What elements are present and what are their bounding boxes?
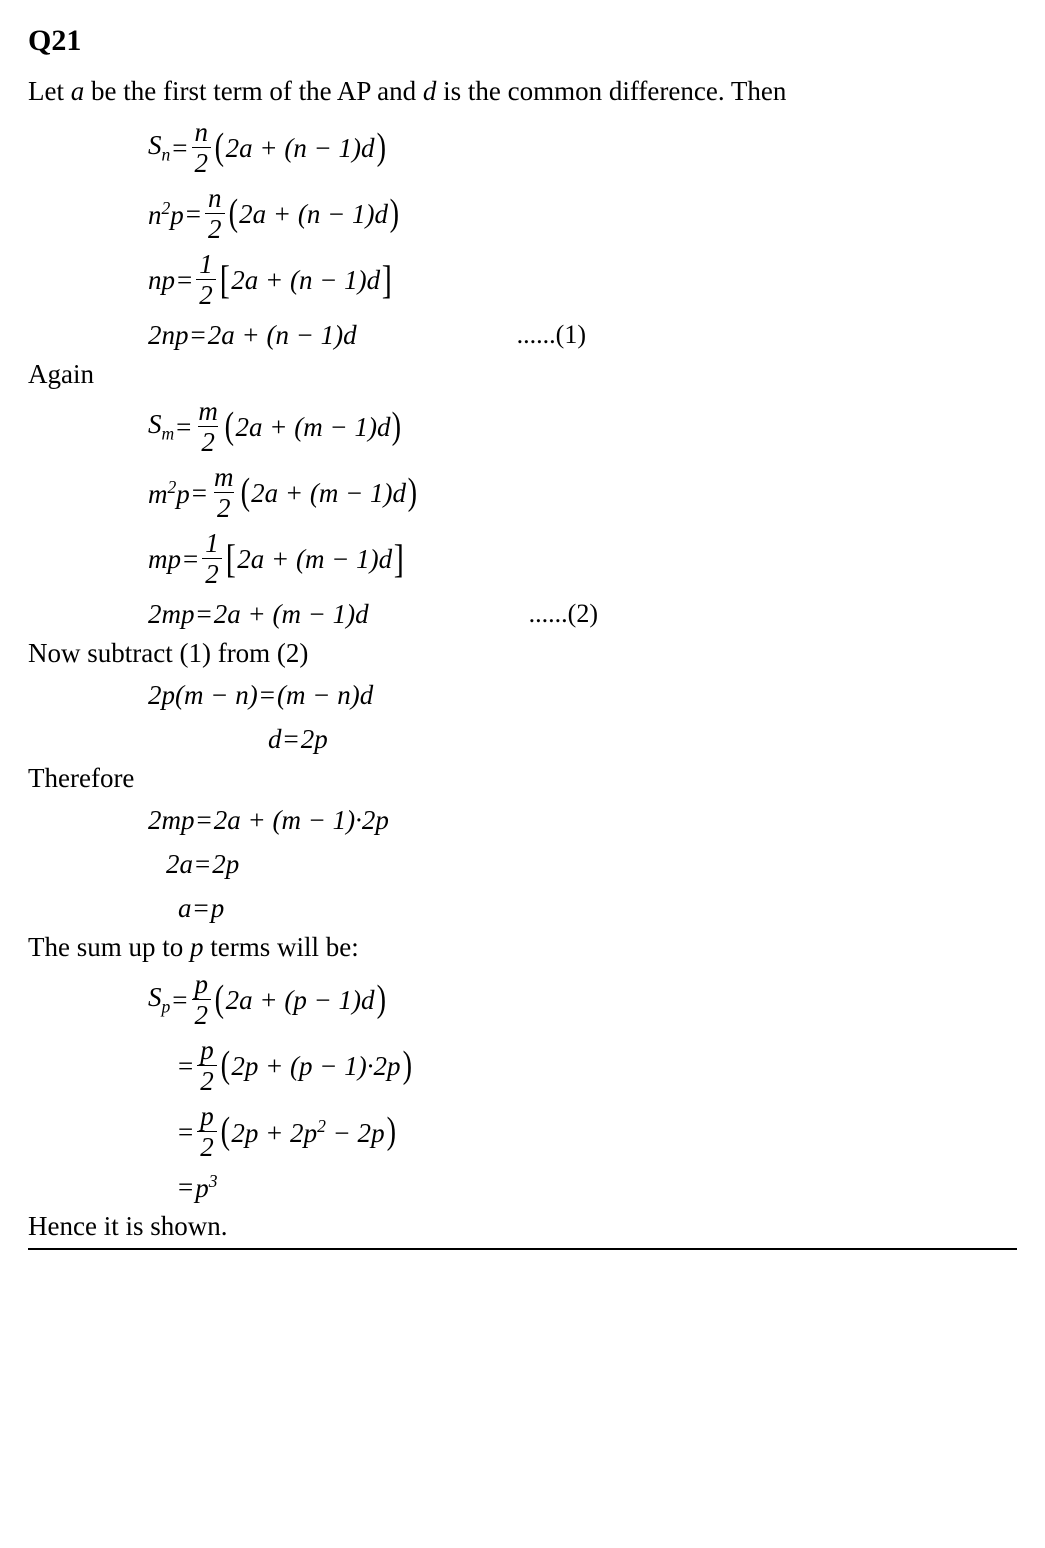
hence-text: Hence it is shown. — [28, 1211, 1017, 1242]
eq-sp3: = p2 (2p + 2p2 − 2p) — [148, 1101, 1017, 1163]
divider — [28, 1248, 1017, 1250]
therefore-text: Therefore — [28, 763, 1017, 794]
eq-ref-1: ......(1) — [517, 320, 586, 350]
eq-sp4: = p3 — [148, 1167, 1017, 1207]
equation-block-4: 2mp = 2a + (m − 1)·2p 2a = 2p a = p — [28, 800, 1017, 928]
equation-block-5: Sp = p2 (2a + (p − 1)d) = p2 (2p + (p − … — [28, 969, 1017, 1207]
eq-ap: a = p — [148, 888, 1017, 928]
eq-sp2: = p2 (2p + (p − 1)·2p) — [148, 1035, 1017, 1097]
eq-sub1: 2p(m − n) = (m − n)d — [148, 675, 1017, 715]
eq-2np: 2np = 2a + (n − 1)d ......(1) — [148, 315, 1017, 355]
eq-sn: Sn = n2 (2a + (n − 1)d) — [148, 117, 1017, 179]
intro-text: Let a be the first term of the AP and d … — [28, 72, 1017, 111]
equation-block-2: Sm = m2 (2a + (m − 1)d) m2p = m2 (2a + (… — [28, 396, 1017, 634]
equation-block-3: 2p(m − n) = (m − n)d d = 2p — [28, 675, 1017, 759]
eq-n2p: n2p = n2 (2a + (n − 1)d) — [148, 183, 1017, 245]
eq-sp: Sp = p2 (2a + (p − 1)d) — [148, 969, 1017, 1031]
subtract-text: Now subtract (1) from (2) — [28, 638, 1017, 669]
eq-tmp: 2mp = 2a + (m − 1)·2p — [148, 800, 1017, 840]
eq-sm: Sm = m2 (2a + (m − 1)d) — [148, 396, 1017, 458]
again-text: Again — [28, 359, 1017, 390]
eq-2a2p: 2a = 2p — [148, 844, 1017, 884]
eq-d2p: d = 2p — [148, 719, 1017, 759]
eq-mp: mp = 12 [2a + (m − 1)d] — [148, 528, 1017, 590]
sum-line: The sum up to p terms will be: — [28, 932, 1017, 963]
eq-ref-2: ......(2) — [529, 599, 598, 629]
eq-2mp: 2mp = 2a + (m − 1)d ......(2) — [148, 594, 1017, 634]
equation-block-1: Sn = n2 (2a + (n − 1)d) n2p = n2 (2a + (… — [28, 117, 1017, 355]
eq-m2p: m2p = m2 (2a + (m − 1)d) — [148, 462, 1017, 524]
question-label: Q21 — [28, 24, 1017, 58]
eq-np: np = 12 [2a + (n − 1)d] — [148, 249, 1017, 311]
